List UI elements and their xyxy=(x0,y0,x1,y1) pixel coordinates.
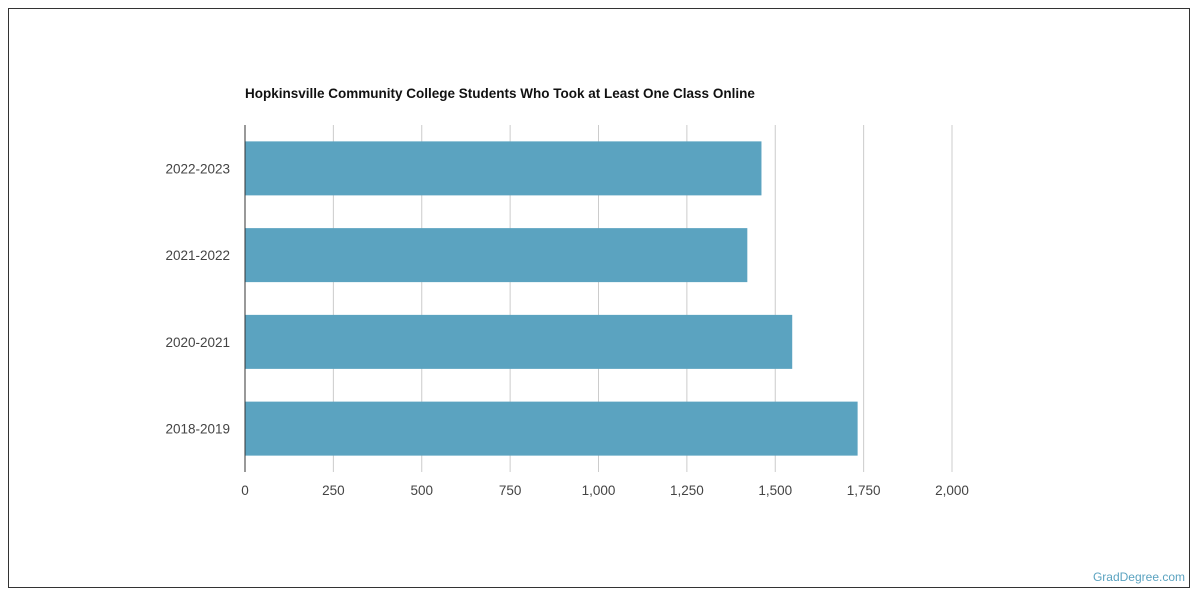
credit-link[interactable]: GradDegree.com xyxy=(1092,570,1185,584)
x-tick-label: 1,250 xyxy=(670,483,704,498)
x-tick-label: 2,000 xyxy=(935,483,969,498)
chart-title: Hopkinsville Community College Students … xyxy=(245,86,755,101)
x-tick-label: 500 xyxy=(410,483,433,498)
y-category-label: 2021-2022 xyxy=(165,248,230,263)
x-tick-label: 1,500 xyxy=(758,483,792,498)
x-tick-label: 0 xyxy=(241,483,249,498)
x-tick-label: 1,750 xyxy=(847,483,881,498)
bar xyxy=(245,314,793,369)
bar xyxy=(245,228,748,283)
bar xyxy=(245,141,762,196)
y-category-label: 2018-2019 xyxy=(165,422,230,437)
y-category-label: 2020-2021 xyxy=(165,335,230,350)
x-tick-label: 750 xyxy=(499,483,522,498)
x-tick-label: 250 xyxy=(322,483,345,498)
bar xyxy=(245,401,858,456)
x-tick-label: 1,000 xyxy=(582,483,616,498)
y-category-label: 2022-2023 xyxy=(165,161,230,176)
chart-frame xyxy=(8,8,1190,588)
